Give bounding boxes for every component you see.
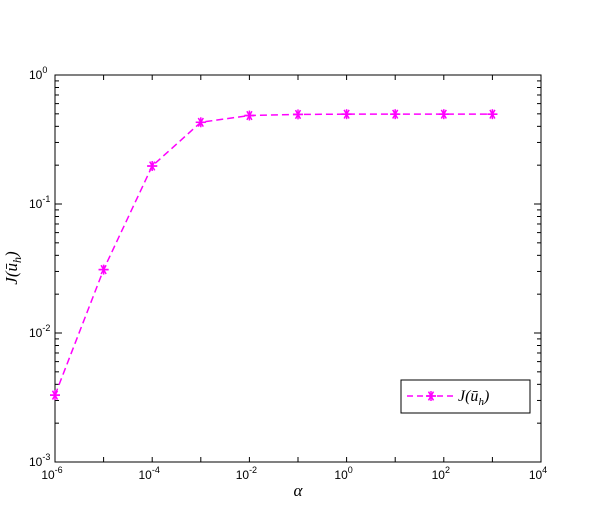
legend-marker-asterisk [426, 391, 436, 401]
data-point [390, 109, 401, 120]
data-point [147, 161, 158, 172]
data-point [50, 390, 60, 401]
data-point [244, 110, 255, 121]
y-tick-label: 100 [29, 65, 47, 82]
data-point [293, 109, 303, 120]
major-ticks [54, 74, 542, 463]
series-layer [50, 109, 498, 401]
x-tick-label: 100 [334, 465, 352, 482]
x-tick-labels: 10-6 10-4 10-2 100 102 104 [41, 465, 547, 482]
legend-marker [426, 391, 436, 401]
data-point [438, 109, 449, 120]
x-tick-label: 10-4 [139, 465, 160, 482]
y-axis-label-u: ū [2, 263, 21, 272]
minor-ticks [55, 80, 541, 424]
data-point [195, 117, 206, 128]
y-tick-label: 10-1 [29, 194, 50, 211]
y-tick-label: 10-3 [29, 452, 50, 469]
data-point [98, 264, 109, 275]
y-tick-labels: 10-3 10-2 10-1 100 [29, 65, 50, 469]
x-tick-label: 104 [529, 465, 547, 482]
legend: J(ūh) [400, 379, 531, 414]
y-axis-label-sub: h [10, 257, 24, 263]
data-point [341, 109, 352, 120]
x-axis-label: α [294, 481, 304, 500]
data-point [487, 109, 498, 120]
x-tick-label: 10-6 [41, 465, 62, 482]
y-tick-label: 10-2 [29, 323, 50, 340]
series-line [54, 113, 493, 396]
svg-text:J(ūh): J(ūh) [2, 251, 24, 285]
x-tick-label: 102 [432, 465, 450, 482]
y-axis-label: J(ūh) [2, 251, 24, 285]
x-tick-label: 10-2 [236, 465, 257, 482]
